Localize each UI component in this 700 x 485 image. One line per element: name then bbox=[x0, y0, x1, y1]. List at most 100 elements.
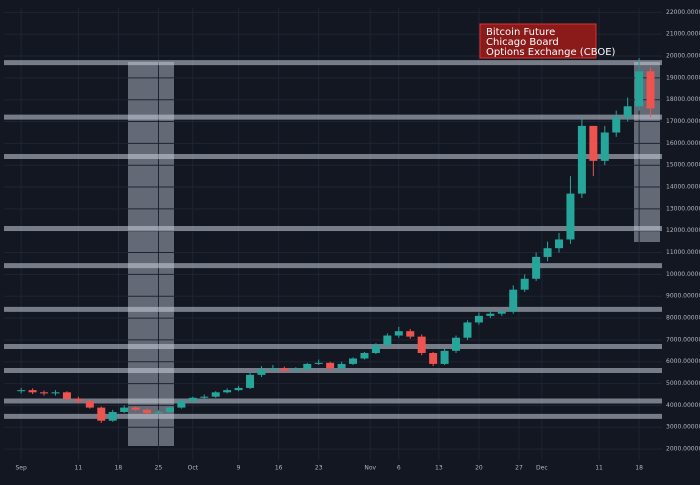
x-tick-label: Sep bbox=[16, 465, 28, 472]
candle-body bbox=[326, 362, 335, 369]
candle-body bbox=[371, 345, 380, 354]
candle-body bbox=[143, 409, 152, 414]
x-tick-label: 27 bbox=[515, 465, 523, 472]
candle-body bbox=[314, 362, 323, 364]
candle-body bbox=[600, 132, 609, 161]
x-tick-label: 18 bbox=[115, 465, 123, 472]
annotation: Chicago Board bbox=[486, 37, 559, 48]
annotation-box bbox=[479, 23, 597, 59]
candle-body bbox=[120, 407, 129, 412]
candle-body bbox=[452, 337, 461, 351]
y-tick-label: 5000.00000000 bbox=[666, 380, 700, 387]
y-tick-label: 15000.00000000 bbox=[666, 162, 700, 169]
x-tick-label: 16 bbox=[275, 465, 283, 472]
y-tick-label: 12000.00000000 bbox=[666, 227, 700, 234]
y-tick-label: 11000.00000000 bbox=[666, 249, 700, 256]
y-tick-label: 20000.00000000 bbox=[666, 53, 700, 60]
candle-body bbox=[360, 353, 369, 359]
candle-body bbox=[555, 239, 564, 249]
annotation: Bitcoin Future bbox=[486, 27, 555, 38]
candle-body bbox=[154, 411, 163, 414]
candle-body bbox=[200, 396, 209, 398]
candle-body bbox=[623, 106, 632, 118]
y-tick-label: 13000.00000000 bbox=[666, 205, 700, 212]
y-tick-label: 21000.00000000 bbox=[666, 31, 700, 38]
x-tick-label: 11 bbox=[595, 465, 603, 472]
candle-body bbox=[303, 363, 312, 370]
candle-body bbox=[188, 397, 197, 402]
candle-body bbox=[463, 322, 472, 338]
x-tick-label: 20 bbox=[475, 465, 483, 472]
x-tick-label: 25 bbox=[155, 465, 163, 472]
y-tick-label: 8000.00000000 bbox=[666, 315, 700, 322]
candle-body bbox=[223, 390, 232, 393]
x-tick-label: Oct bbox=[188, 465, 199, 472]
candle-body bbox=[566, 193, 575, 240]
x-tick-label: 23 bbox=[315, 465, 323, 472]
candle-body bbox=[440, 350, 449, 364]
candle-body bbox=[646, 71, 655, 109]
candle-body bbox=[246, 374, 255, 388]
candle-body bbox=[280, 368, 289, 371]
x-tick-label: Nov bbox=[364, 465, 376, 472]
candle-body bbox=[520, 278, 529, 290]
x-tick-label: 13 bbox=[435, 465, 443, 472]
candle-body bbox=[74, 398, 83, 402]
highlight-box bbox=[128, 62, 174, 446]
y-tick-label: 7000.00000000 bbox=[666, 336, 700, 343]
x-tick-label: 6 bbox=[397, 465, 401, 472]
candle-body bbox=[406, 331, 415, 337]
candle-body bbox=[349, 358, 358, 364]
candle-body bbox=[97, 407, 106, 421]
y-tick-label: 4000.00000000 bbox=[666, 402, 700, 409]
candle-body bbox=[51, 392, 60, 394]
y-tick-label: 17000.00000000 bbox=[666, 118, 700, 125]
y-tick-label: 16000.00000000 bbox=[666, 140, 700, 147]
x-tick-label: Dec bbox=[536, 465, 548, 472]
y-tick-label: 10000.00000000 bbox=[666, 271, 700, 278]
candle-body bbox=[234, 387, 243, 391]
candle-body bbox=[543, 248, 552, 257]
plot: 2000.00000000 3000.00000000 4000.00000000 5… bbox=[4, 8, 700, 472]
candle-body bbox=[497, 311, 506, 314]
x-tick-label: 11 bbox=[75, 465, 83, 472]
candle-body bbox=[268, 368, 277, 370]
candle-body bbox=[532, 256, 541, 279]
candle-body bbox=[337, 363, 346, 369]
candle-body bbox=[108, 411, 117, 421]
y-tick-label: 22000.00000000 bbox=[666, 9, 700, 16]
y-tick-label: 14000.00000000 bbox=[666, 184, 700, 191]
candle-body bbox=[28, 390, 37, 393]
candle-body bbox=[211, 392, 220, 397]
y-tick-label: 9000.00000000 bbox=[666, 293, 700, 300]
candle-body bbox=[131, 407, 140, 410]
x-tick-label: 18 bbox=[635, 465, 643, 472]
y-tick-label: 19000.00000000 bbox=[666, 74, 700, 81]
candle-body bbox=[635, 71, 644, 107]
annotation: Options Exchange (CBOE) bbox=[486, 47, 616, 58]
candle-body bbox=[291, 369, 300, 371]
y-tick-label: 2000.00000000 bbox=[666, 446, 700, 453]
candle-body bbox=[165, 407, 174, 412]
candle-body bbox=[85, 401, 94, 408]
candle-body bbox=[509, 289, 518, 312]
candle-body bbox=[394, 331, 403, 336]
candle-body bbox=[589, 125, 598, 161]
candle-body bbox=[177, 401, 186, 408]
x-tick-label: 9 bbox=[237, 465, 241, 472]
candle-body bbox=[383, 335, 392, 346]
y-tick-label: 6000.00000000 bbox=[666, 358, 700, 365]
candle-body bbox=[417, 336, 426, 354]
candle-body bbox=[577, 125, 586, 194]
candle-body bbox=[612, 117, 621, 133]
candle-body bbox=[40, 392, 49, 394]
candle-body bbox=[486, 313, 495, 316]
y-tick-label: 18000.00000000 bbox=[666, 96, 700, 103]
candle-body bbox=[474, 315, 483, 323]
candle-body bbox=[429, 353, 438, 364]
candle-body bbox=[62, 392, 71, 399]
y-tick-label: 3000.00000000 bbox=[666, 424, 700, 431]
